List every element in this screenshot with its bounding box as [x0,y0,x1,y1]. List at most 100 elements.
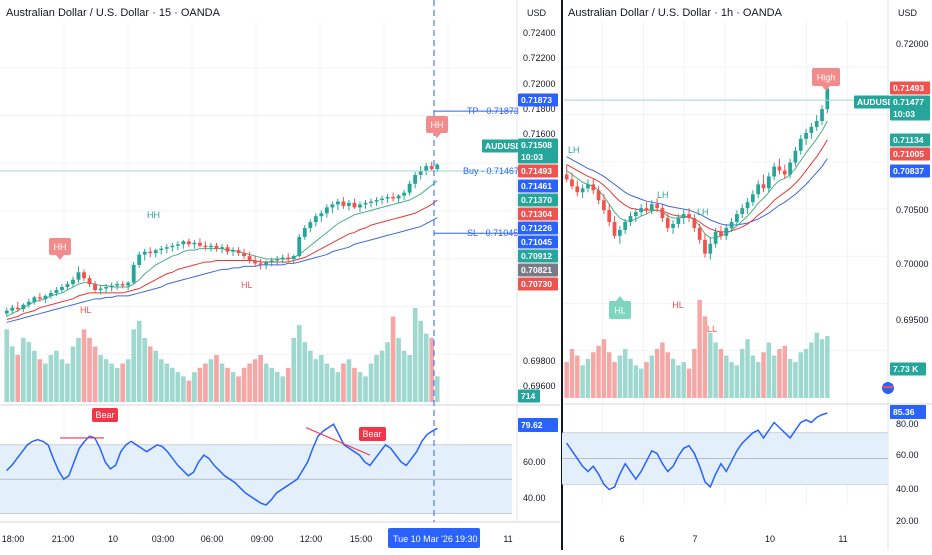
right-candle[interactable] [687,214,691,219]
left-candle[interactable] [142,251,147,255]
right-candle[interactable] [649,204,654,211]
left-candle[interactable] [131,264,136,283]
left-currency-label[interactable]: USD [527,8,547,18]
right-candle[interactable] [570,179,574,187]
left-candle[interactable] [153,250,158,254]
left-candle[interactable] [82,272,86,279]
right-candle[interactable] [761,184,766,189]
left-candle[interactable] [209,245,213,248]
right-candle[interactable] [793,150,798,163]
left-candle[interactable] [87,278,92,285]
left-candle[interactable] [76,272,81,280]
right-candle[interactable] [777,166,782,171]
right-candle[interactable] [633,212,638,217]
left-candle[interactable] [186,241,191,245]
left-candle[interactable] [374,200,379,202]
left-candle[interactable] [54,289,59,293]
left-candle[interactable] [65,284,70,288]
right-candle[interactable] [782,170,787,175]
left-candle[interactable] [391,197,396,199]
left-candle[interactable] [15,307,20,310]
left-candle[interactable] [341,201,346,206]
left-candle[interactable] [335,201,340,205]
left-candle[interactable] [352,202,357,208]
left-candle[interactable] [264,261,269,265]
right-candle[interactable] [750,194,755,203]
right-candle[interactable] [745,202,750,209]
left-candle[interactable] [231,250,235,252]
left-candle[interactable] [385,197,390,199]
left-candle[interactable] [253,260,258,264]
right-candle[interactable] [671,223,675,228]
right-candle[interactable] [766,176,771,189]
left-candle[interactable] [308,222,313,229]
left-candle[interactable] [402,192,407,196]
right-candle[interactable] [724,227,729,236]
right-candle[interactable] [809,126,814,133]
right-candle[interactable] [564,174,569,180]
right-candle[interactable] [655,204,659,209]
right-candle[interactable] [697,227,702,240]
left-candle[interactable] [197,242,202,246]
left-candle[interactable] [220,247,224,249]
right-candle[interactable] [740,208,745,215]
left-candle[interactable] [330,204,335,208]
left-candle[interactable] [319,213,324,217]
left-candle[interactable] [4,310,9,314]
left-candle[interactable] [407,183,412,193]
left-candle[interactable] [324,207,329,214]
left-candle[interactable] [48,292,53,296]
left-candle[interactable] [10,307,15,311]
right-candle[interactable] [814,121,819,127]
left-candle[interactable] [192,242,197,245]
left-candle[interactable] [137,254,142,265]
right-candle[interactable] [665,218,670,228]
right-candle[interactable] [602,200,606,211]
left-candle[interactable] [363,202,368,205]
left-candle[interactable] [302,228,307,237]
right-candle[interactable] [628,216,633,222]
right-candle[interactable] [692,218,697,228]
left-candle[interactable] [225,247,230,252]
left-candle[interactable] [280,257,285,260]
left-candle[interactable] [435,164,440,170]
right-candle[interactable] [586,184,590,189]
left-candle[interactable] [98,288,103,290]
left-candle[interactable] [369,201,373,203]
left-candle[interactable] [236,250,241,254]
left-candle[interactable] [164,247,169,249]
right-candle[interactable] [708,243,713,254]
right-candle[interactable] [820,109,824,122]
left-candle[interactable] [120,284,125,286]
left-candle[interactable] [275,259,280,261]
right-candle[interactable] [596,190,601,201]
left-candle[interactable] [258,263,263,265]
left-candle[interactable] [104,287,109,289]
left-candle[interactable] [159,248,164,251]
right-candle[interactable] [788,162,792,175]
left-candle[interactable] [242,253,247,257]
right-candle[interactable] [607,210,612,222]
right-candle[interactable] [591,184,596,191]
left-candle[interactable] [429,166,434,170]
right-candle[interactable] [580,188,585,193]
left-candle[interactable] [380,198,384,201]
left-candle[interactable] [313,216,318,223]
right-candle[interactable] [676,218,681,224]
left-candle[interactable] [71,279,75,285]
right-candle[interactable] [735,214,739,222]
right-candle[interactable] [729,221,734,228]
left-candle[interactable] [170,245,175,248]
left-candle[interactable] [21,304,26,310]
left-candle[interactable] [396,195,401,199]
right-currency-label[interactable]: USD [898,8,918,18]
left-candle[interactable] [297,236,302,257]
left-candle[interactable] [424,166,429,171]
left-candle[interactable] [26,301,31,305]
left-candle[interactable] [43,295,48,299]
left-candle[interactable] [93,284,97,290]
right-candle[interactable] [623,221,628,230]
right-candle[interactable] [703,239,707,254]
right-candle[interactable] [617,229,622,236]
left-candle[interactable] [60,287,64,290]
